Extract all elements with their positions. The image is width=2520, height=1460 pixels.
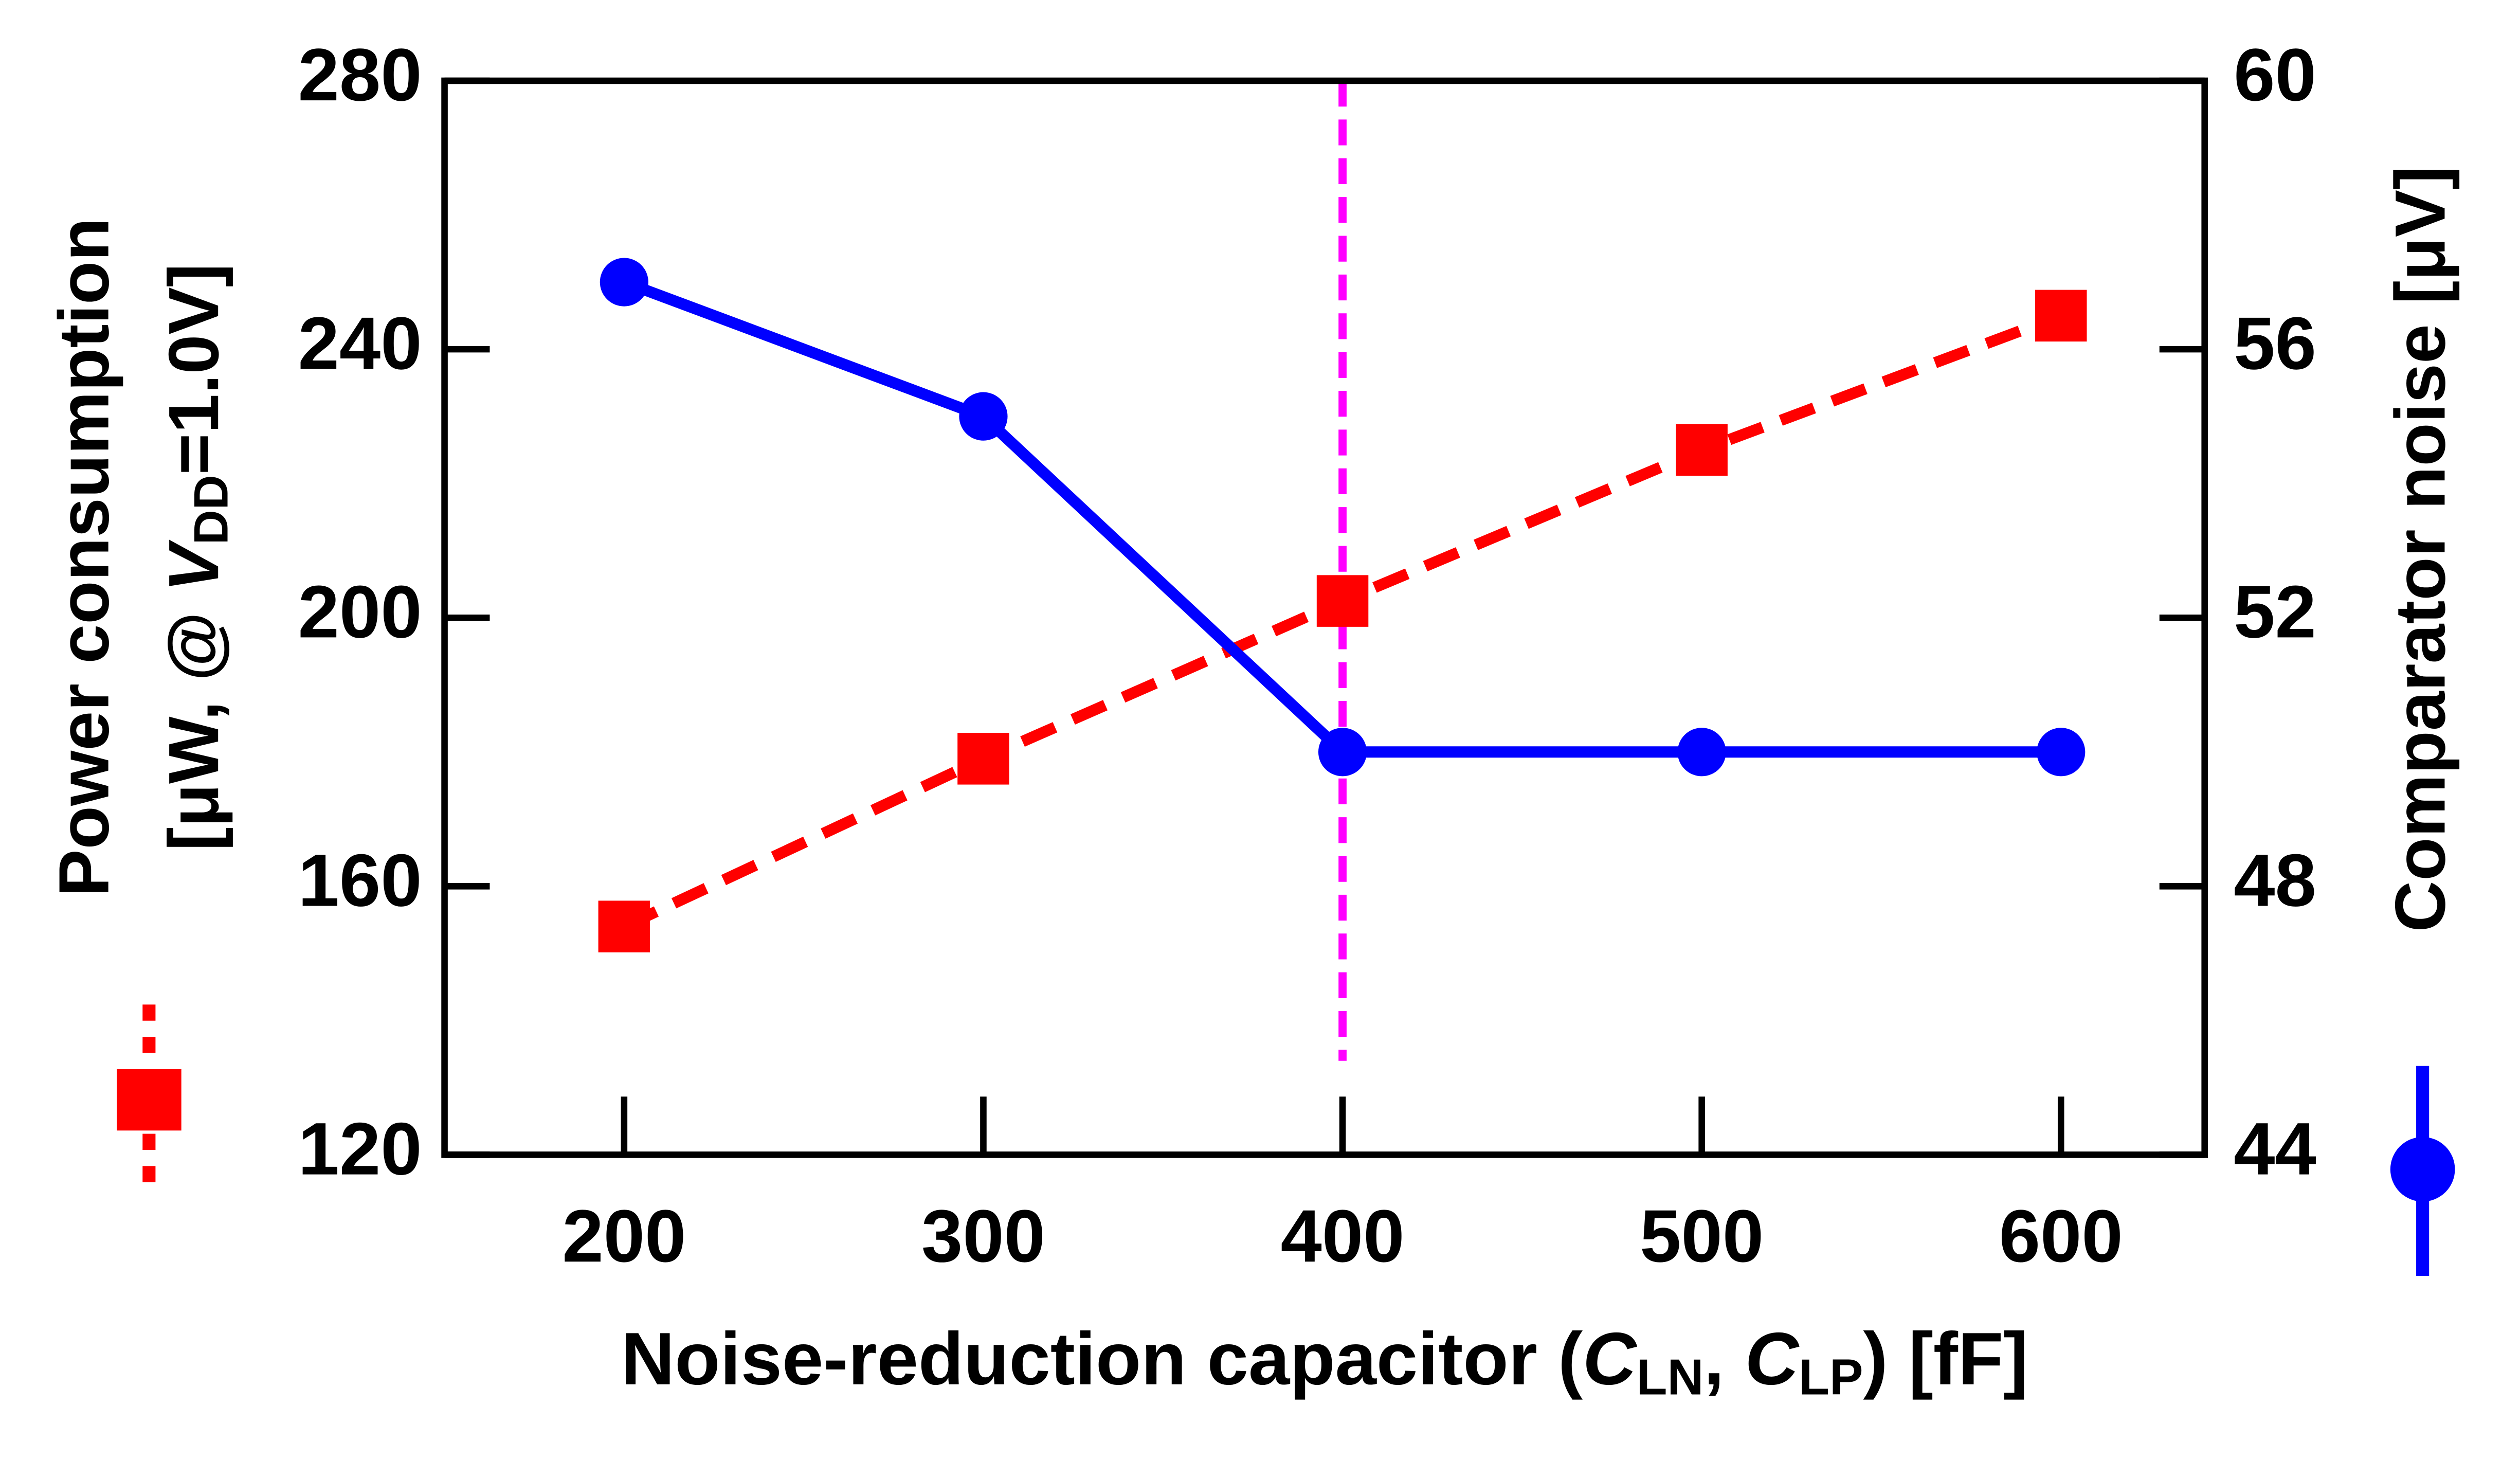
- x-axis-label: Noise-reduction capacitor (CLN, CLP) [fF…: [621, 1317, 2028, 1405]
- label-part: C: [1745, 1317, 1800, 1400]
- marker: [1676, 424, 1728, 476]
- marker: [1318, 728, 1367, 777]
- label-part: DD: [184, 475, 238, 545]
- legend-symbol: [2390, 1066, 2455, 1276]
- label-part: LN: [1636, 1348, 1703, 1405]
- x-tick-label: 500: [1640, 1194, 1764, 1277]
- y-axis-label: Power consumption: [44, 218, 123, 896]
- marker: [600, 258, 648, 307]
- y-tick-label: 280: [298, 33, 422, 116]
- label-part: ,: [1703, 1317, 1745, 1400]
- y-tick-label: 240: [298, 301, 422, 385]
- legend-marker: [2390, 1137, 2455, 1202]
- marker: [957, 733, 1009, 785]
- x-tick-label: 400: [1281, 1194, 1405, 1277]
- y2-tick-label: 60: [2234, 33, 2316, 116]
- y-tick-label: 200: [298, 570, 422, 653]
- marker: [2037, 728, 2086, 777]
- legend-marker: [117, 1069, 182, 1131]
- label-part: V: [154, 539, 233, 592]
- y2-tick-label: 48: [2234, 838, 2316, 922]
- y2-tick-label: 52: [2234, 570, 2316, 653]
- y-tick-label: 160: [298, 838, 422, 922]
- marker: [959, 392, 1008, 441]
- marker: [1677, 728, 1726, 777]
- label-part: ) [fF]: [1863, 1317, 2028, 1400]
- y2-axis-label: Comparator noise [μV]: [2381, 166, 2460, 932]
- marker: [2035, 290, 2087, 342]
- label-part: [μW, @: [154, 592, 233, 851]
- marker: [598, 900, 650, 952]
- x-tick-label: 200: [562, 1194, 686, 1277]
- x-tick-label: 300: [921, 1194, 1045, 1277]
- legend-symbol: [117, 1004, 182, 1195]
- label-part: Noise-reduction capacitor (: [621, 1317, 1583, 1400]
- label-part: =1.0V]: [154, 263, 233, 475]
- y2-tick-label: 44: [2234, 1107, 2316, 1191]
- label-part: LP: [1799, 1348, 1863, 1405]
- y2-tick-label: 56: [2234, 301, 2316, 385]
- label-part: Power consumption: [44, 218, 123, 896]
- y-axis-label: [μW, @ VDD=1.0V]: [154, 263, 238, 851]
- y-tick-label: 120: [298, 1107, 422, 1191]
- label-part: C: [1583, 1317, 1638, 1400]
- marker: [1316, 575, 1369, 627]
- x-tick-label: 600: [1999, 1194, 2123, 1277]
